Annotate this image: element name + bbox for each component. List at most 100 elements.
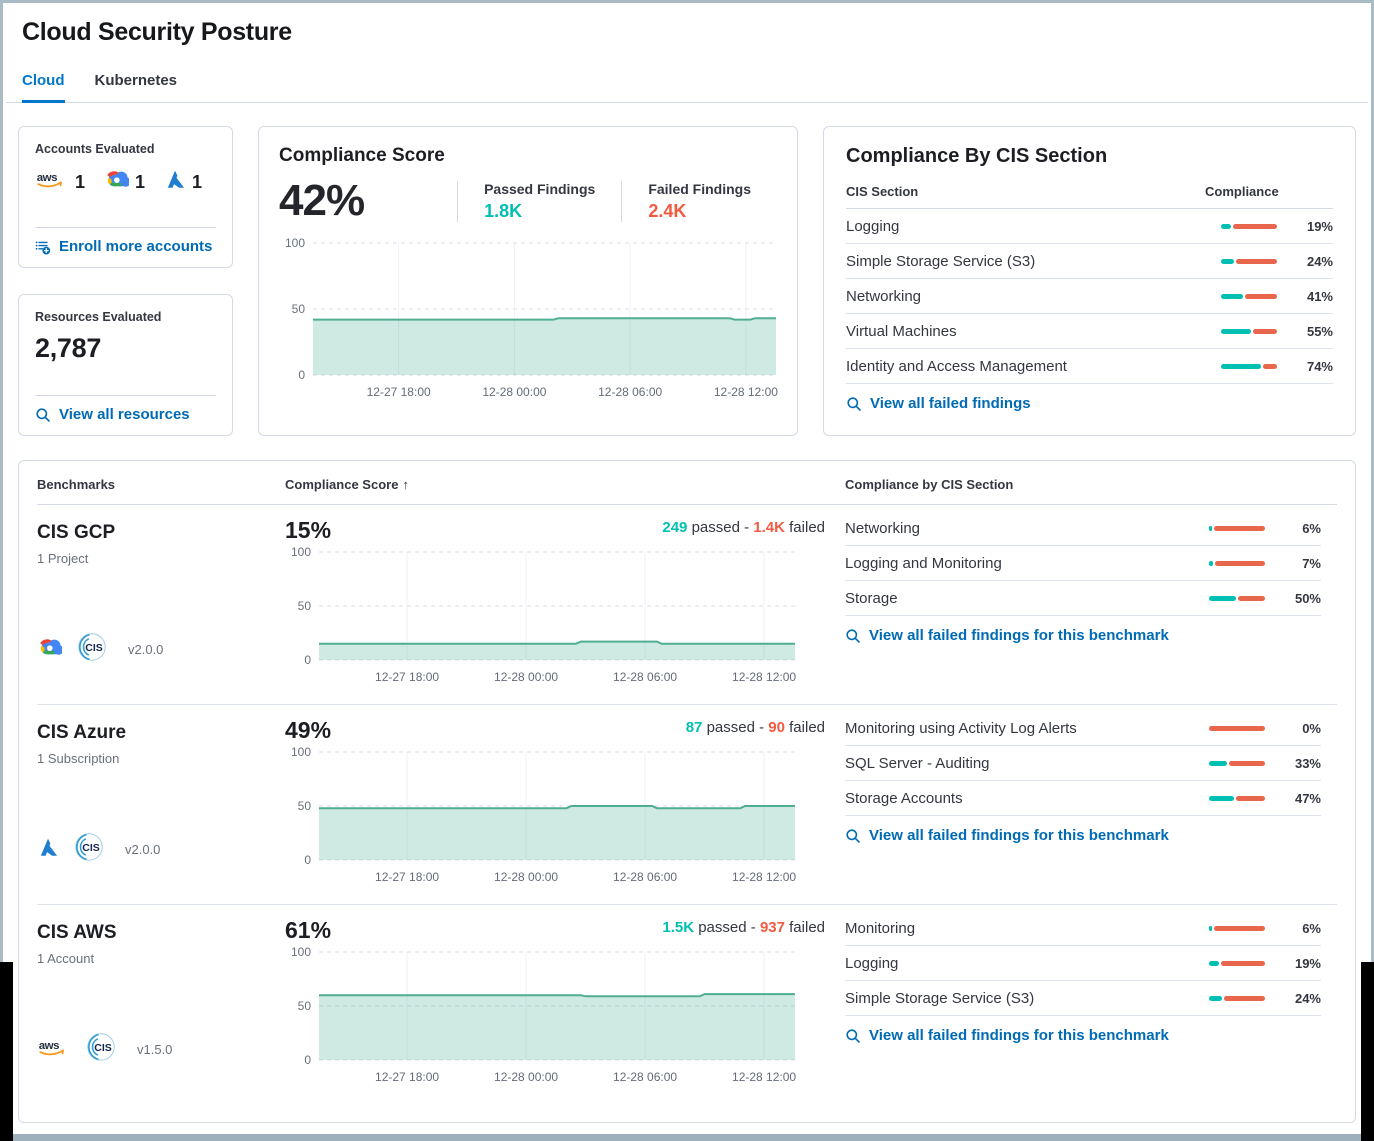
failed-count: 1.4K bbox=[753, 519, 785, 536]
benchmark-name: CIS GCP bbox=[37, 522, 116, 543]
benchmarks-table-header: Benchmarks Compliance Score ↑ Compliance … bbox=[37, 461, 1337, 505]
failed-count: 90 bbox=[768, 719, 785, 736]
svg-text:aws: aws bbox=[37, 172, 57, 184]
resources-evaluated-card: Resources Evaluated 2,787 View all resou… bbox=[18, 294, 233, 436]
passed-failed-summary: 87 passed - 90 failed bbox=[686, 719, 825, 736]
view-all-failed-findings-label: View all failed findings bbox=[870, 395, 1031, 412]
compliance-column-header: Compliance bbox=[1205, 184, 1279, 199]
passed-failed-summary: 249 passed - 1.4K failed bbox=[662, 519, 825, 536]
compliance-bar bbox=[1209, 925, 1265, 931]
benchmark-name: CIS AWS bbox=[37, 922, 117, 943]
failed-word: failed bbox=[789, 519, 825, 536]
cis-section-name: Logging and Monitoring bbox=[845, 554, 1002, 572]
svg-text:CIS: CIS bbox=[82, 842, 100, 854]
cis-section-row: Networking 41% bbox=[846, 279, 1333, 314]
svg-text:CIS: CIS bbox=[94, 1042, 112, 1054]
svg-text:12-28 00:00: 12-28 00:00 bbox=[494, 870, 558, 884]
compliance-bar bbox=[1221, 223, 1277, 229]
compliance-bar bbox=[1209, 995, 1265, 1001]
benchmark-trend-chart: 0 50 100 12-27 18:00 12-28 00:00 12-28 06:00 1… bbox=[291, 945, 796, 1084]
benchmark-row: CIS AWS 1 Account aws CIS v1.5.0 61% bbox=[37, 905, 1337, 1105]
page-header: Cloud Security Posture bbox=[6, 6, 1368, 47]
passed-findings-value: 1.8K bbox=[484, 201, 523, 221]
resources-count: 2,787 bbox=[35, 333, 102, 363]
view-failed-findings-benchmark-link[interactable]: View all failed findings for this benchm… bbox=[845, 1016, 1321, 1055]
cis-section-name: Storage Accounts bbox=[845, 789, 963, 807]
passed-word: passed bbox=[691, 519, 745, 536]
benchmarks-column-header: Benchmarks bbox=[37, 477, 116, 492]
benchmark-version: v1.5.0 bbox=[137, 1042, 173, 1057]
cis-section-name: Networking bbox=[845, 519, 921, 537]
cis-section-row: SQL Server - Auditing 33% bbox=[845, 746, 1321, 781]
resources-card-title: Resources Evaluated bbox=[35, 310, 162, 324]
aws-logo-icon: aws bbox=[37, 1040, 71, 1062]
compliance-percentage: 41% bbox=[1306, 288, 1333, 304]
cis-section-row: Virtual Machines 55% bbox=[846, 314, 1333, 349]
cis-section-row: Monitoring 6% bbox=[845, 911, 1321, 946]
failed-word: failed bbox=[789, 919, 825, 936]
failed-findings-value: 2.4K bbox=[648, 201, 687, 221]
view-all-resources-link[interactable]: View all resources bbox=[35, 406, 216, 423]
svg-text:12-27 18:00: 12-27 18:00 bbox=[375, 1070, 439, 1084]
view-all-failed-findings-link[interactable]: View all failed findings bbox=[846, 384, 1333, 423]
cis-section-row: Networking 6% bbox=[845, 511, 1321, 546]
azure-count-value: 1 bbox=[192, 171, 203, 192]
enroll-more-accounts-link[interactable]: Enroll more accounts bbox=[35, 238, 216, 255]
gcp-logo-icon bbox=[104, 171, 131, 194]
svg-text:12-28 00:00: 12-28 00:00 bbox=[494, 670, 558, 684]
passed-count: 1.5K bbox=[662, 919, 695, 936]
passed-word: passed bbox=[706, 719, 760, 736]
svg-text:12-28 12:00: 12-28 12:00 bbox=[732, 670, 796, 684]
azure-logo-icon bbox=[164, 169, 186, 195]
passed-word: passed bbox=[698, 919, 751, 936]
benchmark-trend-chart: 0 50 100 12-27 18:00 12-28 00:00 12-28 06:00 1… bbox=[291, 545, 796, 684]
separator-dash: - bbox=[750, 919, 760, 936]
cis-logo-icon: CIS bbox=[85, 1033, 117, 1067]
benchmark-subtitle: 1 Account bbox=[37, 951, 95, 966]
compliance-by-cis-section-card: Compliance By CIS Section CIS Section Co… bbox=[823, 126, 1356, 436]
tab-kubernetes[interactable]: Kubernetes bbox=[94, 72, 178, 89]
aws-count-value: 1 bbox=[75, 171, 86, 192]
svg-text:50: 50 bbox=[292, 302, 306, 316]
compliance-percentage: 55% bbox=[1306, 323, 1333, 339]
accounts-card-title: Accounts Evaluated bbox=[35, 142, 155, 156]
svg-text:0: 0 bbox=[304, 653, 311, 667]
failed-findings-stat: Failed Findings 2.4K bbox=[621, 181, 777, 222]
svg-text:12-28 00:00: 12-28 00:00 bbox=[482, 385, 546, 399]
svg-text:100: 100 bbox=[291, 745, 311, 759]
compliance-score-column-header[interactable]: Compliance Score ↑ bbox=[285, 477, 825, 492]
benchmark-version: v2.0.0 bbox=[125, 842, 161, 857]
compliance-percentage: 19% bbox=[1306, 218, 1333, 234]
benchmark-rows: CIS GCP 1 Project CIS v2.0.0 15% bbox=[37, 505, 1337, 1105]
cis-logo-icon: CIS bbox=[73, 833, 105, 867]
svg-text:12-27 18:00: 12-27 18:00 bbox=[375, 870, 439, 884]
benchmark-row: CIS Azure 1 Subscription CIS v2.0.0 49% … bbox=[37, 705, 1337, 905]
svg-text:100: 100 bbox=[291, 545, 311, 559]
accounts-provider-counts: aws 1 1 bbox=[35, 169, 216, 195]
page-title: Cloud Security Posture bbox=[22, 18, 292, 46]
svg-text:12-28 12:00: 12-28 12:00 bbox=[714, 385, 778, 399]
benchmark-logos: CIS v2.0.0 bbox=[37, 831, 160, 868]
view-failed-findings-benchmark-link[interactable]: View all failed findings for this benchm… bbox=[845, 816, 1321, 855]
view-failed-findings-benchmark-link[interactable]: View all failed findings for this benchm… bbox=[845, 616, 1321, 655]
sort-ascending-icon: ↑ bbox=[402, 477, 409, 492]
failed-findings-label: Failed Findings bbox=[648, 181, 751, 197]
benchmark-row: CIS GCP 1 Project CIS v2.0.0 15% bbox=[37, 505, 1337, 705]
cis-section-card-title: Compliance By CIS Section bbox=[846, 145, 1108, 167]
passed-count: 87 bbox=[685, 719, 703, 736]
svg-text:12-28 06:00: 12-28 06:00 bbox=[613, 1070, 677, 1084]
azure-logo-icon bbox=[37, 838, 59, 862]
compliance-bar bbox=[1209, 525, 1265, 531]
failed-word: failed bbox=[789, 719, 825, 736]
benchmark-score: 49% bbox=[285, 717, 332, 743]
compliance-percentage: 6% bbox=[1302, 920, 1321, 936]
compliance-percentage: 0% bbox=[1302, 720, 1321, 736]
svg-text:12-28 06:00: 12-28 06:00 bbox=[598, 385, 662, 399]
tab-cloud[interactable]: Cloud bbox=[22, 72, 65, 103]
aws-logo-icon: aws bbox=[35, 169, 69, 195]
enroll-more-accounts-label: Enroll more accounts bbox=[59, 238, 213, 255]
search-icon bbox=[846, 828, 860, 843]
cis-section-name: Logging bbox=[846, 217, 900, 235]
svg-text:12-27 18:00: 12-27 18:00 bbox=[367, 385, 431, 399]
cis-section-name: Simple Storage Service (S3) bbox=[845, 989, 1035, 1007]
